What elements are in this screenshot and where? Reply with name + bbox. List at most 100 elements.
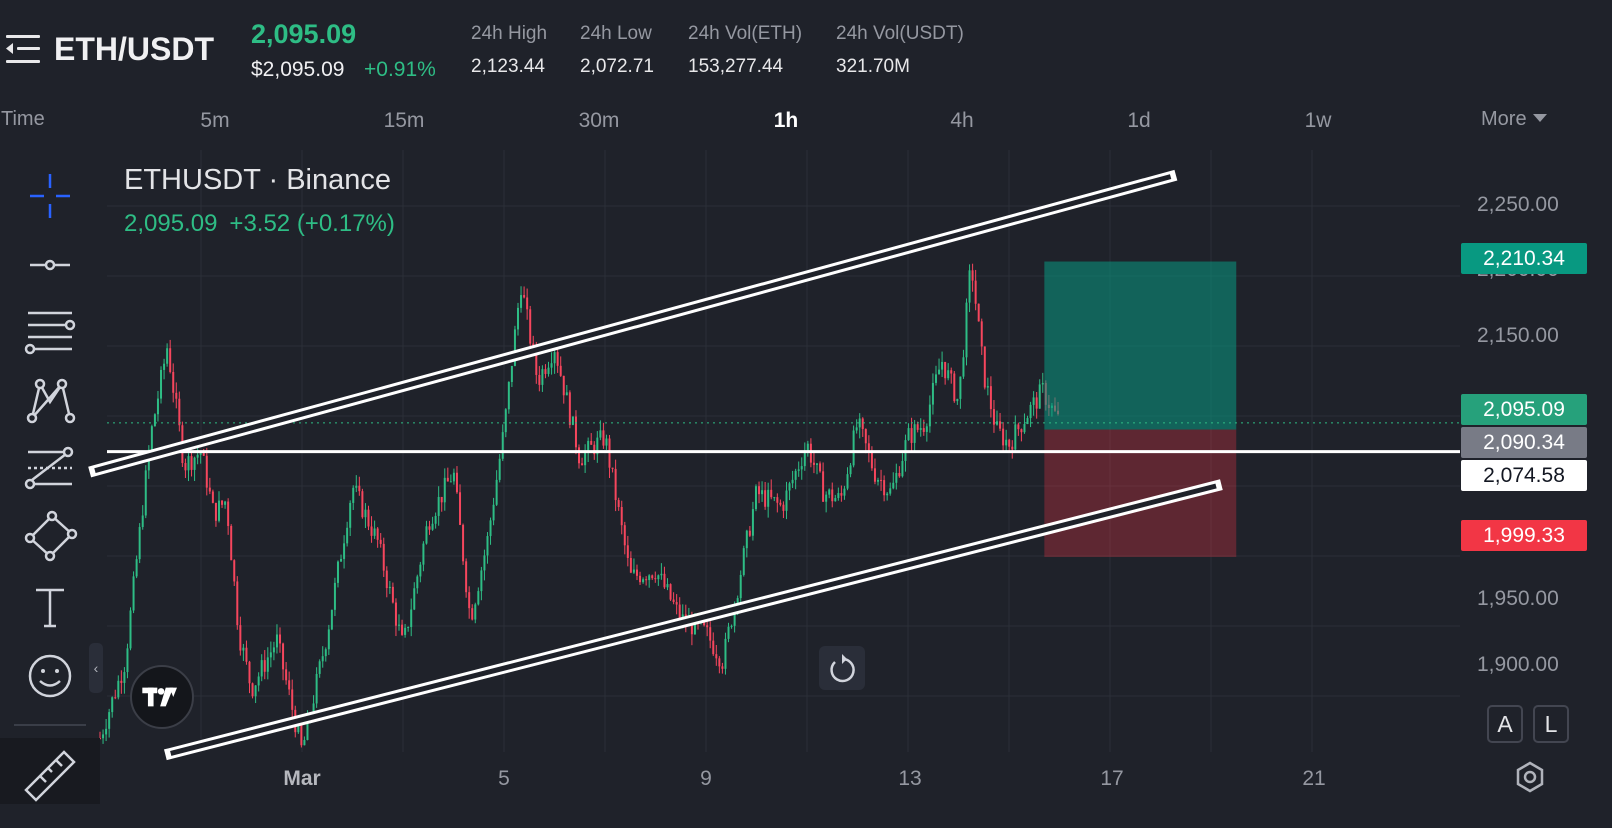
candle-body bbox=[681, 614, 684, 621]
candle-body bbox=[245, 647, 248, 662]
tab-1w[interactable]: 1w bbox=[1304, 109, 1332, 132]
candle-body bbox=[379, 539, 382, 544]
candle-body bbox=[934, 374, 937, 383]
y-tick: 1,900.00 bbox=[1477, 653, 1559, 676]
price-legend: 2,095.09 +3.52 (+0.17%) bbox=[124, 210, 407, 238]
candle-body bbox=[1014, 424, 1017, 450]
candle-body bbox=[812, 462, 815, 465]
more-label: More bbox=[1481, 108, 1527, 130]
candle-body bbox=[306, 715, 309, 740]
candle-body bbox=[196, 454, 199, 458]
candle-body bbox=[330, 609, 333, 630]
candle-body bbox=[538, 374, 541, 385]
log-scale-button[interactable]: L bbox=[1533, 705, 1569, 743]
tradingview-logo-icon bbox=[142, 687, 177, 707]
auto-scale-button[interactable]: A bbox=[1487, 705, 1523, 743]
candle-body bbox=[999, 421, 1002, 429]
candle-body bbox=[452, 472, 455, 482]
candle-body bbox=[770, 489, 773, 498]
candle-body bbox=[394, 602, 397, 626]
candle-body bbox=[498, 458, 501, 480]
horizontal-line-icon bbox=[30, 259, 70, 271]
candle-body bbox=[1008, 439, 1011, 447]
candle-body bbox=[794, 470, 797, 480]
candle-body bbox=[516, 307, 519, 330]
candle-body bbox=[886, 493, 889, 496]
collapse-toolbar-button[interactable]: ‹ bbox=[89, 643, 103, 693]
candle-body bbox=[629, 557, 632, 573]
candle-body bbox=[785, 490, 788, 511]
tab-1d[interactable]: 1d bbox=[1127, 109, 1151, 132]
fib-tool[interactable] bbox=[18, 440, 82, 496]
tab-15m[interactable]: 15m bbox=[383, 109, 425, 132]
candle-body bbox=[623, 525, 626, 546]
shape-tool[interactable] bbox=[18, 510, 82, 566]
candle-body bbox=[285, 669, 288, 681]
candle-body bbox=[449, 481, 452, 483]
chart-settings-button[interactable] bbox=[1513, 760, 1547, 794]
ruler-tool[interactable] bbox=[0, 738, 100, 804]
candle-body bbox=[187, 456, 190, 471]
candle-body bbox=[635, 569, 638, 576]
emoji-tool[interactable] bbox=[18, 648, 82, 704]
candle-body bbox=[574, 416, 577, 448]
tab-1h[interactable]: 1h bbox=[773, 109, 799, 132]
candle-body bbox=[236, 581, 239, 626]
candle-body bbox=[199, 451, 202, 455]
candle-body bbox=[1002, 428, 1005, 446]
crosshair-tool[interactable] bbox=[18, 168, 82, 224]
candle-body bbox=[214, 502, 217, 521]
stat-value: 2,123.44 bbox=[471, 56, 545, 77]
candle-body bbox=[266, 657, 269, 672]
candle-body bbox=[953, 373, 956, 402]
candle-body bbox=[446, 477, 449, 482]
pair-title[interactable]: ETH/USDT bbox=[54, 31, 214, 67]
candle-body bbox=[239, 625, 242, 651]
menu-icon[interactable] bbox=[5, 33, 41, 65]
candle-body bbox=[977, 303, 980, 322]
candle-body bbox=[346, 527, 349, 544]
candle-body bbox=[483, 555, 486, 571]
candle-body bbox=[831, 489, 834, 502]
candle-body bbox=[343, 543, 346, 559]
candle-body bbox=[587, 440, 590, 453]
horizontal-line-tool[interactable] bbox=[18, 237, 82, 293]
candle-body bbox=[581, 463, 584, 466]
parallel-lines-tool[interactable] bbox=[18, 305, 82, 361]
candle-body bbox=[111, 697, 114, 713]
candle-body bbox=[983, 346, 986, 388]
candle-body bbox=[678, 604, 681, 621]
tab-5m[interactable]: 5m bbox=[200, 109, 230, 132]
candle-body bbox=[300, 724, 303, 746]
candle-body bbox=[639, 575, 642, 583]
pattern-tool[interactable] bbox=[18, 372, 82, 428]
stat-label: 24h High bbox=[471, 23, 548, 44]
candle-body bbox=[703, 620, 706, 626]
candle-body bbox=[965, 302, 968, 358]
candle-body bbox=[602, 430, 605, 446]
text-icon bbox=[36, 588, 64, 628]
candle-body bbox=[840, 493, 843, 496]
candle-body bbox=[797, 469, 800, 471]
tab-30m[interactable]: 30m bbox=[578, 109, 620, 132]
candle-body bbox=[251, 683, 254, 697]
usd-price: $2,095.09 bbox=[251, 58, 345, 81]
candle-body bbox=[632, 569, 635, 573]
candle-body bbox=[971, 270, 974, 281]
tab-4h[interactable]: 4h bbox=[950, 109, 974, 132]
candle-body bbox=[141, 515, 144, 528]
candle-body bbox=[455, 472, 458, 493]
candle-body bbox=[996, 421, 999, 425]
tradingview-logo[interactable] bbox=[130, 665, 194, 729]
candle-body bbox=[513, 329, 516, 366]
candle-body bbox=[1038, 384, 1041, 409]
candle-body bbox=[877, 479, 880, 482]
more-timeframes-button[interactable]: More bbox=[1481, 108, 1547, 131]
text-tool[interactable] bbox=[18, 580, 82, 636]
candle-body bbox=[815, 463, 818, 465]
candle-body bbox=[712, 640, 715, 655]
line-price-label: 2,074.58 bbox=[1461, 460, 1587, 491]
candle-body bbox=[556, 352, 559, 366]
reset-chart-button[interactable] bbox=[819, 646, 865, 690]
